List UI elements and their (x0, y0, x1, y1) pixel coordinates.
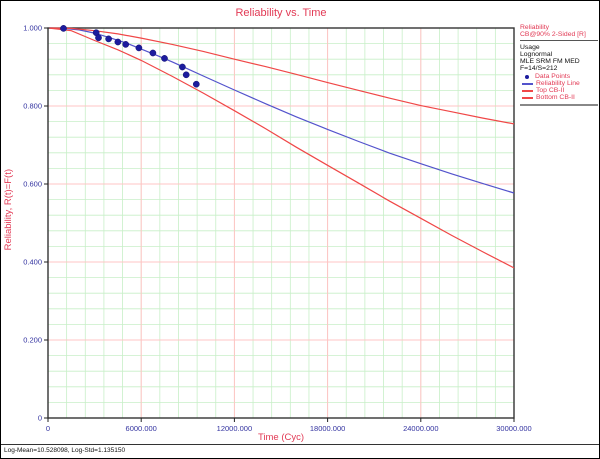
reliability-line-marker-icon (522, 82, 533, 85)
chart-title: Reliability vs. Time (235, 7, 327, 19)
legend-entry-label: Top CB-II (536, 87, 565, 94)
legend-header: Reliability CB@90% 2-Sided [R] (520, 24, 598, 41)
x-axis-label: Time (Cyc) (257, 432, 305, 443)
status-bar: Log-Mean=10.528098, Log-Std=1.135150 (1, 444, 599, 458)
y-tick-label: 0.600 (23, 180, 42, 189)
y-tick-label: 1.000 (23, 24, 42, 33)
top-cb-ii-line (49, 27, 515, 125)
y-tick-label: 0.800 (23, 102, 42, 111)
reliability-line-line (49, 27, 515, 194)
legend-entry-bottom-cb: Bottom CB-II (520, 94, 598, 101)
data-point[interactable] (192, 80, 200, 88)
data-point[interactable] (105, 35, 112, 43)
legend-entry-data-points: Data Points (520, 73, 598, 80)
legend-entry-top-cb: Top CB-II (520, 87, 598, 94)
x-tick-label: 6000.000 (126, 424, 157, 433)
top-cb-marker-icon (522, 89, 533, 92)
x-tick-label: 18000.000 (310, 424, 345, 433)
x-tick-label: 24000.000 (403, 424, 438, 433)
data-point[interactable] (135, 44, 143, 52)
legend-confidence-bounds: CB@90% 2-Sided [R] (520, 31, 586, 38)
legend-distribution: Lognormal (520, 51, 553, 58)
x-tick-label: 12000.000 (217, 424, 252, 433)
data-point[interactable] (161, 55, 168, 62)
y-tick-label: 0.200 (23, 336, 42, 345)
x-tick-label: 0 (46, 424, 50, 433)
legend-entries: Data Points Reliability Line Top CB-II B… (520, 73, 598, 106)
data-point[interactable] (95, 34, 102, 42)
legend-title: Reliability (520, 24, 550, 31)
status-bar-parameters: Log-Mean=10.528098, Log-Std=1.135150 (4, 447, 126, 454)
y-axis-label: Reliability, R(t)=F(t) (3, 169, 14, 251)
bottom-cb-ii-line (49, 27, 515, 269)
y-tick-label: 0 (38, 414, 42, 423)
legend-entry-label: Reliability Line (536, 80, 580, 87)
legend-dataset-name: Usage (520, 44, 540, 51)
data-point[interactable] (60, 25, 67, 32)
legend-sample-counts: F=14/S=212 (520, 65, 558, 72)
y-tick-label: 0.400 (23, 258, 42, 267)
data-point[interactable] (149, 49, 157, 57)
legend-entry-label: Data Points (535, 73, 571, 80)
data-point-marker-icon (525, 74, 529, 79)
legend-entry-label: Bottom CB-II (536, 94, 575, 101)
legend-entry-reliability-line: Reliability Line (520, 80, 598, 87)
data-point[interactable] (182, 71, 190, 79)
legend-analysis-info: Usage Lognormal MLE SRM FM MED F=14/S=21… (520, 44, 598, 72)
legend: Reliability CB@90% 2-Sided [R] Usage Log… (520, 24, 598, 106)
bottom-cb-marker-icon (522, 96, 533, 99)
x-tick-label: 30000.000 (496, 424, 531, 433)
plot-border (47, 27, 515, 419)
data-point[interactable] (122, 41, 130, 48)
data-point[interactable] (114, 38, 122, 46)
data-point[interactable] (179, 63, 186, 71)
legend-analysis-method: MLE SRM FM MED (520, 58, 580, 65)
plot-canvas[interactable]: 0 6000.000 12000.000 18000.000 24000.000 3000… (1, 1, 600, 444)
